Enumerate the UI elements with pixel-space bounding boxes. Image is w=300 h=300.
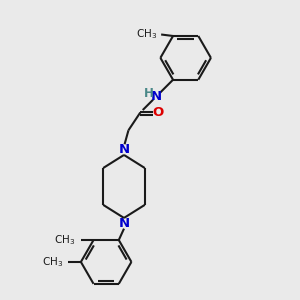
Text: N: N [118,217,130,230]
Text: CH$_3$: CH$_3$ [42,255,63,269]
Text: CH$_3$: CH$_3$ [55,233,76,247]
Text: N: N [118,143,130,156]
Text: CH$_3$: CH$_3$ [136,28,157,41]
Text: H: H [143,87,153,100]
Text: N: N [151,90,162,103]
Text: O: O [152,106,164,119]
